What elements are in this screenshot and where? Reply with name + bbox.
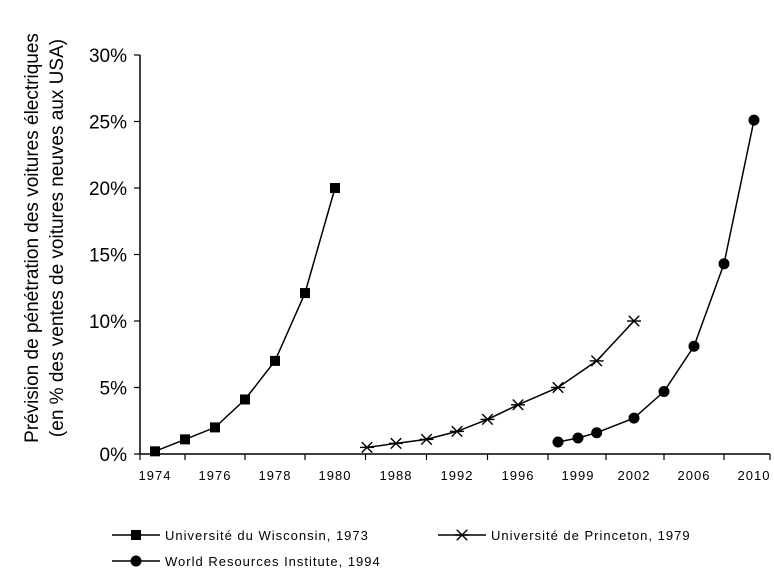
x-tick-label: 2010 bbox=[738, 468, 771, 483]
data-point bbox=[552, 436, 564, 448]
y-tick-label: 30% bbox=[89, 46, 127, 67]
y-tick-label: 0% bbox=[100, 445, 128, 466]
data-point bbox=[300, 288, 310, 299]
plot-area-frame bbox=[139, 55, 770, 455]
data-point bbox=[270, 355, 280, 366]
data-point bbox=[180, 434, 190, 445]
legend-item: World Resources Institute, 1994 bbox=[112, 554, 381, 569]
x-tick-label: 2006 bbox=[678, 468, 711, 483]
data-point bbox=[572, 432, 584, 444]
series-line bbox=[557, 120, 755, 443]
data-point bbox=[450, 425, 464, 438]
data-point bbox=[360, 441, 374, 454]
data-point bbox=[591, 427, 603, 439]
legend-item: Université de Princeton, 1979 bbox=[438, 528, 691, 543]
data-point bbox=[628, 412, 640, 424]
series-layer bbox=[150, 114, 760, 457]
x-tick-label: 1980 bbox=[319, 468, 352, 483]
legend-label: World Resources Institute, 1994 bbox=[165, 554, 381, 569]
y-axis-label-line-2: (en % des ventes de voitures neuves aux … bbox=[47, 39, 68, 437]
x-tick-label: 1974 bbox=[139, 468, 172, 483]
x-tick-label: 1999 bbox=[562, 468, 595, 483]
x-axis-ticks: 1974 1976 1978 1980 1988 1992 1996 1999 2002 2006… bbox=[139, 454, 771, 483]
series-line bbox=[154, 187, 336, 452]
y-tick-label: 25% bbox=[89, 113, 127, 134]
data-point bbox=[718, 258, 730, 270]
y-axis-label-line-1: Prévision de pénétration des voitures él… bbox=[22, 33, 43, 443]
x-tick-label: 1978 bbox=[259, 468, 292, 483]
legend-item: Université du Wisconsin, 1973 bbox=[112, 528, 369, 543]
x-tick-label: 2002 bbox=[618, 468, 651, 483]
data-point bbox=[480, 413, 495, 426]
data-point bbox=[688, 340, 700, 352]
legend: Université du Wisconsin, 1973 Université … bbox=[112, 528, 691, 569]
y-tick-label: 15% bbox=[89, 246, 127, 267]
y-tick-label: 10% bbox=[89, 312, 127, 333]
series-1 bbox=[150, 183, 340, 457]
series-3 bbox=[552, 114, 760, 448]
series-2 bbox=[360, 315, 641, 454]
legend-label: Université du Wisconsin, 1973 bbox=[165, 528, 369, 543]
data-point bbox=[551, 381, 565, 394]
data-point bbox=[589, 355, 604, 367]
data-point bbox=[419, 433, 434, 446]
y-axis-ticks: 0% 5% 10% 15% 20% 25% 30% bbox=[89, 46, 140, 466]
x-tick-label: 1988 bbox=[380, 468, 413, 483]
data-point bbox=[210, 422, 220, 433]
y-axis-label: Prévision de pénétration des voitures él… bbox=[22, 33, 68, 443]
legend-marker bbox=[130, 555, 142, 567]
legend-marker bbox=[131, 530, 141, 540]
data-point bbox=[389, 437, 403, 450]
data-point bbox=[150, 446, 160, 457]
x-tick-label: 1996 bbox=[502, 468, 535, 483]
data-point bbox=[658, 385, 670, 397]
data-point bbox=[511, 399, 525, 411]
legend-marker bbox=[455, 529, 469, 541]
data-point bbox=[627, 315, 641, 327]
data-point bbox=[748, 114, 760, 126]
data-point bbox=[240, 394, 250, 405]
data-point bbox=[330, 183, 340, 193]
x-tick-label: 1992 bbox=[441, 468, 474, 483]
legend-label: Université de Princeton, 1979 bbox=[491, 528, 691, 543]
y-tick-label: 5% bbox=[100, 379, 128, 400]
y-tick-label: 20% bbox=[89, 179, 127, 200]
x-tick-label: 1976 bbox=[199, 468, 232, 483]
